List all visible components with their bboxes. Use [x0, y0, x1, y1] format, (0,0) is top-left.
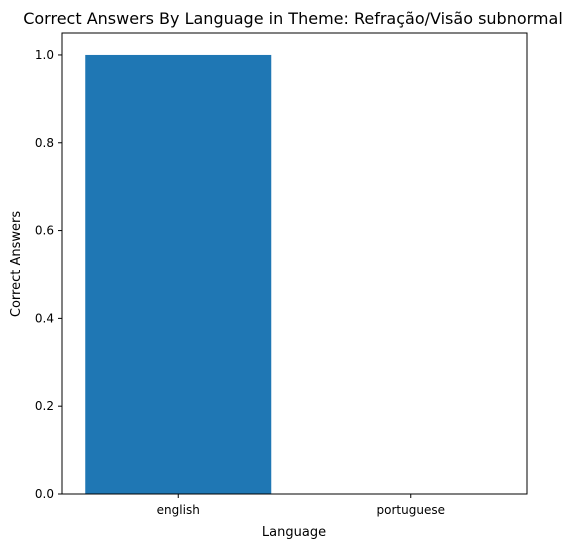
x-axis-label: Language: [262, 525, 326, 540]
plot-area: 0.0 0.2 0.4 0.6 0.8 1.0 english portuguese: [35, 33, 527, 517]
y-tick-label: 0.6: [35, 224, 54, 238]
y-tick-label: 0.0: [35, 487, 54, 501]
x-tick-label-portuguese: portuguese: [377, 503, 445, 517]
bar-english: [85, 55, 271, 494]
y-tick-label: 0.2: [35, 399, 54, 413]
x-tick-label-english: english: [157, 503, 200, 517]
y-axis-label: Correct Answers: [9, 211, 24, 317]
y-tick-label: 1.0: [35, 48, 54, 62]
y-tick-label: 0.8: [35, 136, 54, 150]
chart-title: Correct Answers By Language in Theme: Re…: [23, 9, 563, 28]
y-tick-label: 0.4: [35, 311, 54, 325]
